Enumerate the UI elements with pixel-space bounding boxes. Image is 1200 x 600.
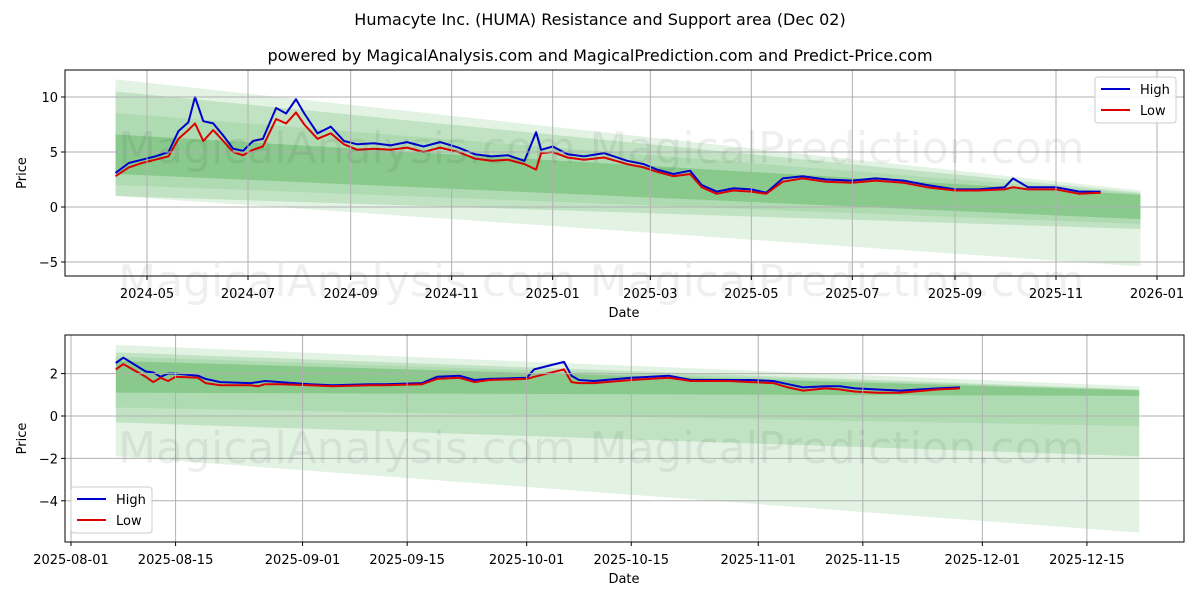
x-tick-label: 2024-07	[221, 287, 275, 302]
y-tick-label: 0	[50, 410, 58, 425]
chart-panel-1: MagicalAnalysis.com MagicalPrediction.com…	[15, 69, 1185, 321]
chart-subtitle: powered by MagicalAnalysis.com and Magic…	[267, 46, 933, 65]
legend: High Low	[1094, 76, 1177, 124]
legend-label: High	[116, 493, 146, 508]
x-tick-label: 2025-01	[525, 287, 579, 302]
y-tick-label: 5	[50, 146, 58, 161]
low-price-line	[114, 111, 1101, 195]
legend-label: Low	[1140, 104, 1166, 119]
axes-frame	[64, 69, 1185, 277]
x-tick-label: 2025-08-01	[33, 553, 109, 568]
middle-band	[115, 352, 1140, 457]
x-tick-label: 2025-12-01	[945, 553, 1021, 568]
watermark: MagicalPrediction.com	[590, 123, 1085, 174]
watermark: MagicalPrediction.com	[590, 256, 1085, 307]
axes-frame	[64, 334, 1185, 543]
y-tick-label: 10	[41, 91, 58, 106]
y-tick-label: −5	[39, 256, 58, 271]
x-tick-label: 2025-09-15	[369, 553, 445, 568]
y-axis-label: Price	[15, 423, 30, 455]
x-axis-label: Date	[608, 572, 639, 587]
x-tick-label: 2025-10-15	[593, 553, 669, 568]
watermark: MagicalPrediction.com	[590, 423, 1085, 474]
outer-band	[115, 79, 1141, 267]
x-tick-label: 2025-11	[1029, 287, 1083, 302]
chart-panel-2: MagicalAnalysis.com MagicalPrediction.com…	[15, 334, 1185, 587]
x-tick-label: 2025-11-15	[825, 553, 901, 568]
x-tick-label: 2025-10-01	[489, 553, 565, 568]
legend-label: High	[1140, 83, 1170, 98]
x-tick-label: 2026-01	[1130, 287, 1184, 302]
chart-title: Humacyte Inc. (HUMA) Resistance and Supp…	[354, 10, 846, 29]
y-axis-label: Price	[15, 157, 30, 189]
high-price-line	[115, 356, 960, 392]
plot-area	[114, 79, 1141, 267]
x-tick-label: 2025-11-01	[720, 553, 796, 568]
x-tick-label: 2025-08-15	[138, 553, 214, 568]
support-band	[115, 112, 1141, 225]
x-tick-label: 2025-12-15	[1049, 553, 1125, 568]
watermark: MagicalAnalysis.com	[118, 423, 576, 474]
y-tick-label: 0	[50, 201, 58, 216]
x-tick-label: 2024-11	[424, 287, 478, 302]
watermark: MagicalAnalysis.com	[118, 256, 576, 307]
low-price-line	[115, 363, 960, 394]
y-tick-label: 2	[50, 368, 58, 383]
x-tick-label: 2024-09	[323, 287, 377, 302]
legend: High Low	[70, 486, 153, 534]
legend-label: Low	[116, 514, 142, 529]
high-price-line	[114, 96, 1101, 194]
x-tick-label: 2025-07	[825, 287, 879, 302]
x-tick-label: 2025-03	[623, 287, 677, 302]
x-tick-label: 2025-09	[928, 287, 982, 302]
x-tick-label: 2025-05	[724, 287, 778, 302]
y-tick-label: −2	[39, 452, 58, 467]
x-tick-label: 2025-09-01	[265, 553, 341, 568]
watermark: MagicalAnalysis.com	[118, 123, 576, 174]
x-axis-label: Date	[608, 306, 639, 321]
x-tick-label: 2024-05	[120, 287, 174, 302]
y-tick-label: −4	[39, 495, 58, 510]
inner-band	[115, 134, 1141, 220]
